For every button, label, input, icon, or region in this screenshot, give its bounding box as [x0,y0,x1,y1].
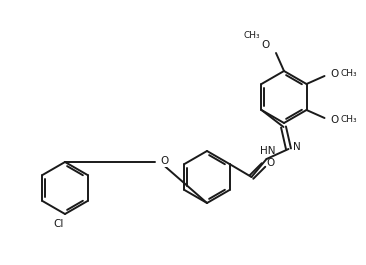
Text: CH₃: CH₃ [340,69,357,78]
Text: Cl: Cl [54,219,64,229]
Text: O: O [330,69,339,79]
Text: CH₃: CH₃ [340,116,357,125]
Text: O: O [266,158,274,168]
Text: O: O [160,156,168,166]
Text: O: O [262,40,270,50]
Text: O: O [330,115,339,125]
Text: N: N [293,142,300,152]
Text: HN: HN [260,146,275,156]
Text: CH₃: CH₃ [244,32,260,41]
